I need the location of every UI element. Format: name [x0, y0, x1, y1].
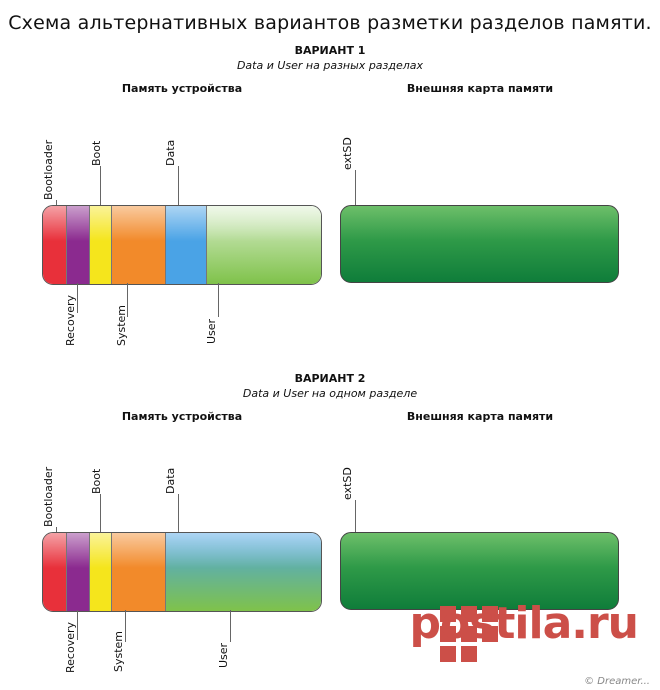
v2-seg-bootloader [43, 533, 67, 611]
v1-seg-data [166, 206, 207, 284]
variant2-subtitle: Data и User на одном разделе [242, 387, 418, 400]
v2-label-user: User [217, 642, 230, 668]
variant1-heading: ВАРИАНТ 1 [294, 44, 366, 57]
v1-external-bar [340, 205, 619, 283]
v1-tick-recovery [77, 283, 78, 313]
variant2-heading: ВАРИАНТ 2 [294, 372, 366, 385]
v1-tick-system [127, 283, 128, 317]
v1-tick-boot [100, 166, 101, 206]
v2-tick-bootloader [56, 527, 57, 533]
v2-tick-boot [100, 494, 101, 533]
variant1-subtitle: Data и User на разных разделах [236, 59, 424, 72]
v2-tick-user [230, 610, 231, 642]
variant1-device-label: Память устройства [121, 82, 243, 95]
v1-seg-system [112, 206, 166, 284]
variant1-external-label: Внешняя карта памяти [406, 82, 554, 95]
v2-tick-extsd [355, 500, 356, 533]
v2-external-bar [340, 532, 619, 610]
v1-seg-boot [90, 206, 112, 284]
postila-watermark: postila.ru [409, 598, 639, 649]
v1-tick-data [178, 166, 179, 206]
variant2-device-label: Память устройства [121, 410, 243, 423]
v2-tick-data [178, 494, 179, 533]
v1-label-boot: Boot [90, 140, 103, 166]
v1-seg-user [207, 206, 321, 284]
v1-device-bar [42, 205, 322, 285]
v1-label-bootloader: Bootloader [42, 139, 55, 200]
diagram-title: Схема альтернативных вариантов разметки … [8, 12, 652, 34]
variant2-external-label: Внешняя карта памяти [406, 410, 554, 423]
v2-label-extsd: extSD [341, 467, 354, 500]
v1-label-user: User [205, 318, 218, 344]
v2-tick-system [125, 610, 126, 642]
v1-seg-bootloader [43, 206, 67, 284]
v2-label-bootloader: Bootloader [42, 466, 55, 527]
v1-label-system: System [115, 304, 128, 346]
v1-label-recovery: Recovery [64, 294, 77, 346]
v2-label-boot: Boot [90, 468, 103, 494]
v2-seg-data-user [166, 533, 321, 611]
v1-label-data: Data [164, 139, 177, 166]
v2-seg-recovery [67, 533, 90, 611]
copyright-text: © Dreamer... [584, 676, 650, 687]
v2-device-bar [42, 532, 322, 612]
v2-tick-recovery [77, 610, 78, 640]
v2-label-data: Data [164, 467, 177, 494]
v1-label-extsd: extSD [341, 137, 354, 170]
v2-seg-boot [90, 533, 112, 611]
postila-logo-icon [440, 606, 498, 662]
v1-tick-bootloader [56, 200, 57, 206]
v2-seg-system [112, 533, 166, 611]
v2-label-recovery: Recovery [64, 621, 77, 673]
v2-label-system: System [112, 630, 125, 672]
v1-tick-extsd [355, 170, 356, 206]
v1-tick-user [218, 283, 219, 317]
v1-seg-recovery [67, 206, 90, 284]
